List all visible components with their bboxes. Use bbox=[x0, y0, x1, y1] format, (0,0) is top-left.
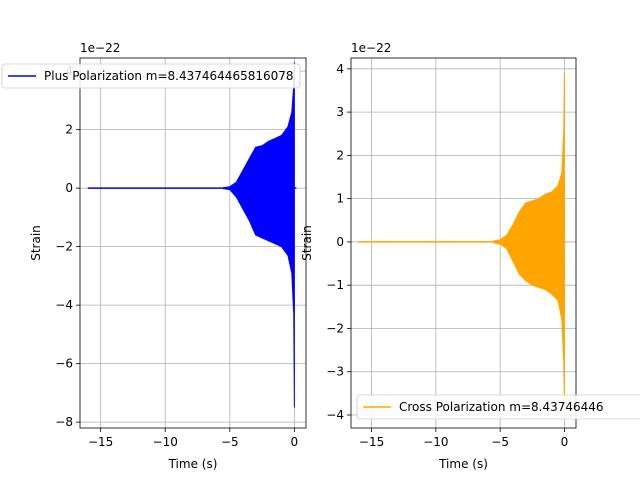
x-tick-label: 0 bbox=[291, 435, 299, 449]
legend-label: Cross Polarization m=8.43746446 bbox=[399, 400, 604, 414]
legend-label: Plus Polarization m=8.437464465816078 bbox=[44, 69, 294, 83]
y-axis-label: Strain bbox=[300, 225, 314, 261]
x-tick-label: −10 bbox=[153, 435, 178, 449]
x-tick-label: −15 bbox=[359, 435, 384, 449]
axes-frame bbox=[79, 57, 307, 429]
y-tick-label: 3 bbox=[336, 105, 344, 119]
y-tick-label: 0 bbox=[65, 181, 73, 195]
x-tick-label: −15 bbox=[88, 435, 113, 449]
x-tick-label: 0 bbox=[561, 435, 569, 449]
y-tick-label: 1 bbox=[336, 192, 344, 206]
x-tick-label: −5 bbox=[491, 435, 509, 449]
legend-box bbox=[356, 394, 640, 420]
y-tick-label: −2 bbox=[55, 240, 73, 254]
y-tick-label: 0 bbox=[336, 235, 344, 249]
y-tick-label: −4 bbox=[326, 408, 344, 422]
series-chirp-envelope bbox=[222, 62, 295, 408]
x-tick-label: −10 bbox=[423, 435, 448, 449]
legend-box bbox=[1, 63, 301, 89]
y-axis-label: Strain bbox=[29, 225, 43, 261]
offset-text: 1e−22 bbox=[80, 41, 120, 55]
y-tick-label: −4 bbox=[55, 298, 73, 312]
y-tick-label: −2 bbox=[326, 321, 344, 335]
x-axis-label: Time (s) bbox=[168, 457, 218, 471]
y-tick-label: −1 bbox=[326, 278, 344, 292]
axes-frame bbox=[350, 57, 577, 429]
offset-text: 1e−22 bbox=[351, 41, 391, 55]
y-tick-label: −3 bbox=[326, 365, 344, 379]
y-tick-label: 4 bbox=[336, 62, 344, 76]
series-chirp-envelope bbox=[493, 73, 565, 411]
y-tick-label: 2 bbox=[336, 148, 344, 162]
y-tick-label: 2 bbox=[65, 123, 73, 137]
x-tick-label: −5 bbox=[221, 435, 239, 449]
x-axis-label: Time (s) bbox=[438, 457, 488, 471]
y-tick-label: −8 bbox=[55, 415, 73, 429]
y-tick-label: −6 bbox=[55, 357, 73, 371]
